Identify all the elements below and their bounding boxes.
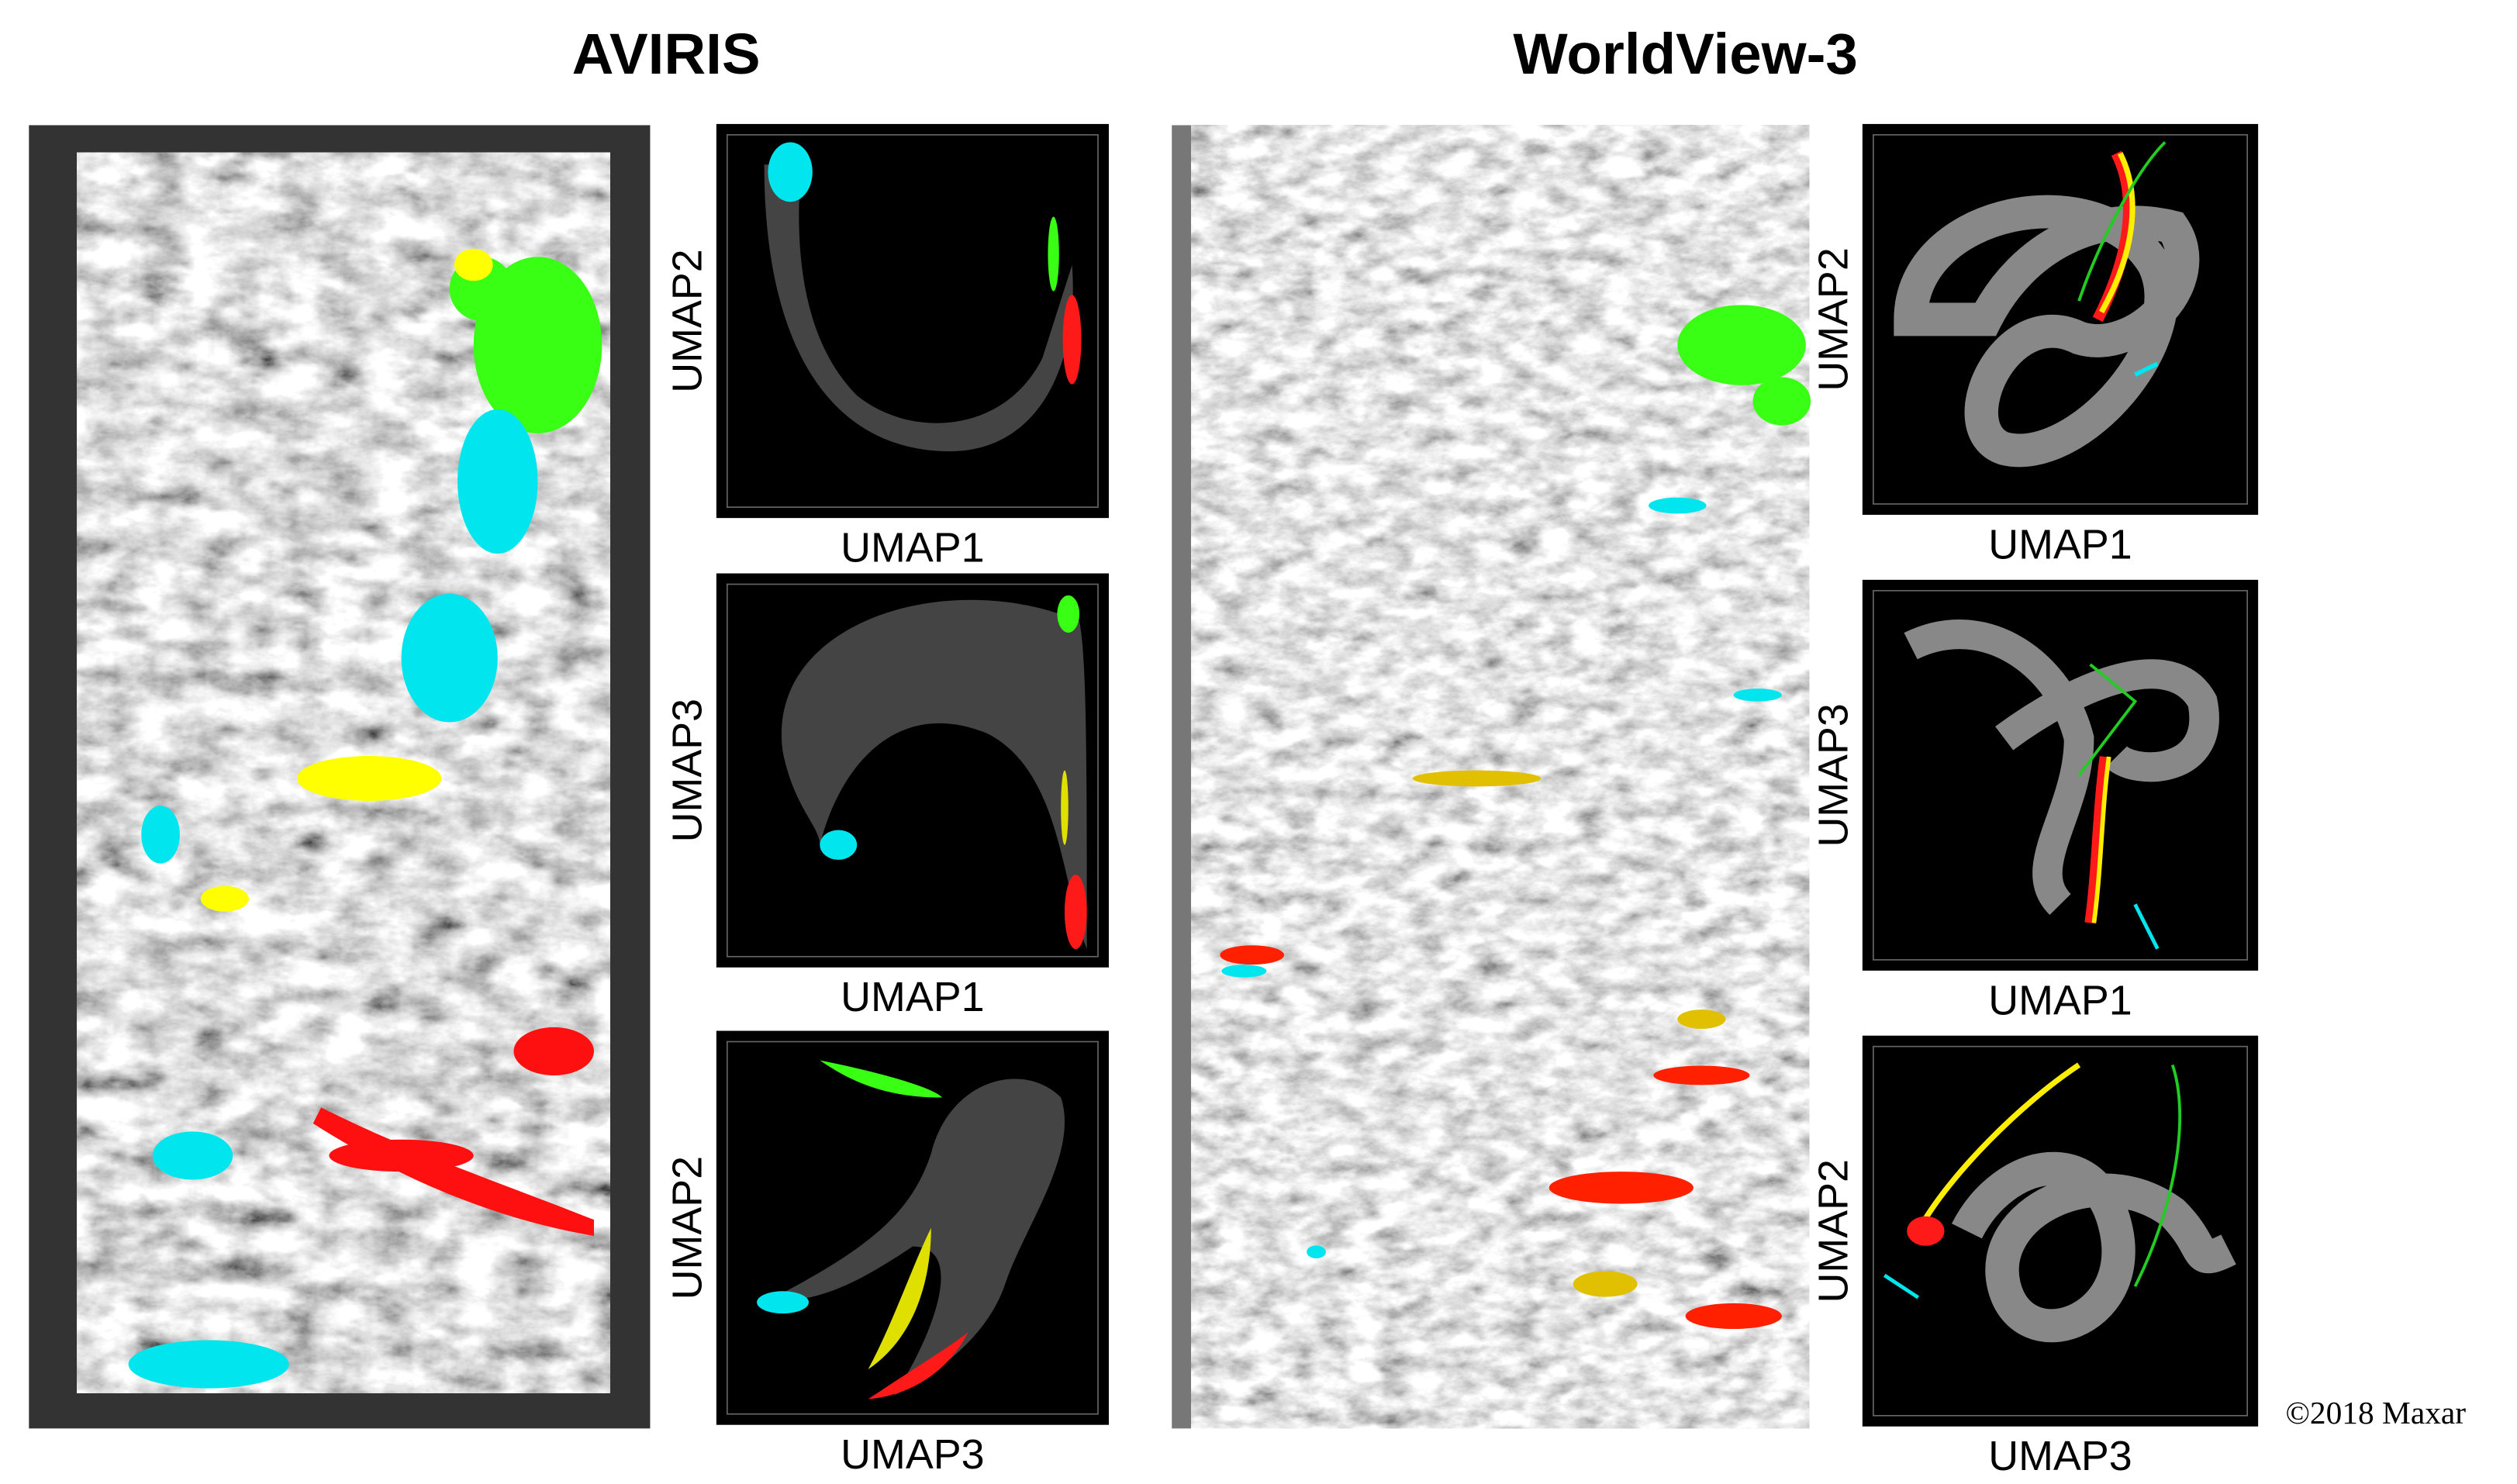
cluster xyxy=(1883,1273,1920,1299)
umap-plot: UMAP1 UMAP2 xyxy=(1810,123,2259,568)
cluster xyxy=(1894,195,2200,468)
embedding xyxy=(1883,1062,2236,1343)
umap-plot: UMAP1 UMAP3 xyxy=(664,573,1109,1020)
embedding xyxy=(757,1060,1065,1399)
x-axis-label: UMAP1 xyxy=(841,525,984,571)
plot-frame xyxy=(726,1041,1099,1415)
cluster xyxy=(757,1291,810,1314)
embedding xyxy=(781,595,1087,950)
worldview-image xyxy=(1172,125,1811,1429)
umap-plot: UMAP1 UMAP2 xyxy=(664,123,1109,571)
cluster xyxy=(1904,619,2219,915)
plot-frame xyxy=(1873,134,2249,505)
plot-frame xyxy=(1873,1045,2249,1417)
umap-plot: UMAP3 UMAP2 xyxy=(1810,1035,2259,1479)
cluster xyxy=(1048,216,1059,292)
cluster xyxy=(2098,152,2135,314)
embedding xyxy=(764,142,1082,452)
umap-plot: UMAP3 UMAP2 xyxy=(664,1030,1109,1478)
plot-frame xyxy=(1873,589,2249,961)
cluster xyxy=(764,164,1073,452)
cluster xyxy=(1057,595,1080,633)
umap-plot: UMAP1 UMAP3 xyxy=(1810,579,2259,1023)
x-axis-label: UMAP1 xyxy=(841,974,984,1020)
y-axis-label: UMAP2 xyxy=(1810,247,1856,391)
cluster xyxy=(1061,770,1069,845)
embedding xyxy=(1894,141,2200,468)
x-axis-label: UMAP1 xyxy=(1988,977,2132,1023)
y-axis-label: UMAP2 xyxy=(664,249,710,392)
cluster xyxy=(820,1060,943,1098)
worldview-title: WorldView-3 xyxy=(1513,22,1857,86)
cluster xyxy=(2133,903,2160,950)
plot-frame xyxy=(726,134,1099,508)
cluster xyxy=(2084,756,2111,924)
cluster xyxy=(781,599,1087,950)
credit: ©2018 Maxar xyxy=(2285,1395,2466,1431)
cluster xyxy=(2091,756,2111,923)
embedding xyxy=(1904,619,2219,950)
cluster xyxy=(1907,1216,1945,1246)
cluster xyxy=(768,142,813,202)
x-axis-label: UMAP1 xyxy=(1988,521,2132,568)
cluster xyxy=(1062,295,1082,385)
x-axis-label: UMAP3 xyxy=(1988,1433,2132,1479)
cluster xyxy=(2134,361,2159,377)
plot-frame xyxy=(726,583,1099,958)
aviris-image xyxy=(29,125,651,1429)
cluster xyxy=(1064,875,1087,950)
x-axis-label: UMAP3 xyxy=(841,1431,984,1478)
cluster xyxy=(764,1078,1065,1396)
cluster xyxy=(1952,1151,2236,1343)
cluster xyxy=(2133,1064,2182,1288)
cluster xyxy=(820,830,858,860)
y-axis-label: UMAP2 xyxy=(664,1156,710,1299)
cluster xyxy=(2077,141,2167,302)
y-axis-label: UMAP3 xyxy=(1810,703,1856,847)
y-axis-label: UMAP2 xyxy=(1810,1159,1856,1303)
aviris-title: AVIRIS xyxy=(572,22,761,86)
y-axis-label: UMAP3 xyxy=(664,699,710,842)
cluster xyxy=(868,1227,931,1370)
cluster xyxy=(868,1332,968,1399)
cluster xyxy=(1915,1062,2081,1233)
cluster xyxy=(2077,663,2138,776)
